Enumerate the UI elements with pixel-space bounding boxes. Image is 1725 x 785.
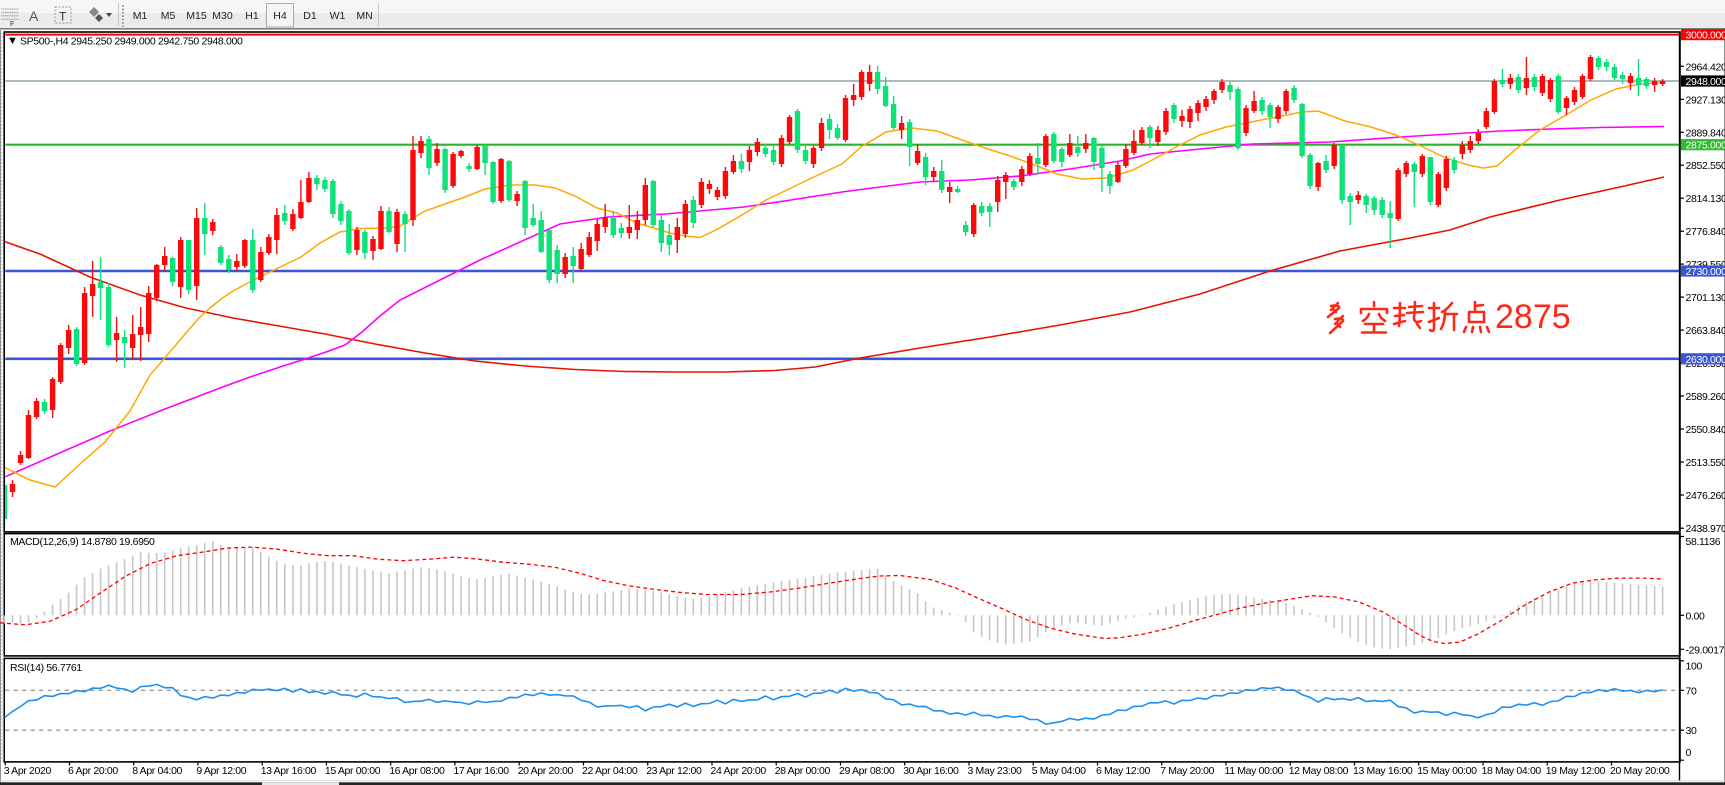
svg-text:3 May 23:00: 3 May 23:00 xyxy=(968,765,1022,777)
svg-text:3000.000: 3000.000 xyxy=(1686,30,1725,42)
svg-text:6 May 12:00: 6 May 12:00 xyxy=(1096,765,1150,777)
svg-text:2889.840: 2889.840 xyxy=(1686,127,1725,139)
svg-text:58.1136: 58.1136 xyxy=(1686,536,1721,548)
svg-text:100: 100 xyxy=(1686,661,1703,673)
svg-text:D1: D1 xyxy=(303,10,317,22)
svg-text:-29.0017: -29.0017 xyxy=(1686,644,1725,656)
svg-text:24 Apr 20:00: 24 Apr 20:00 xyxy=(711,765,767,777)
svg-text:2875: 2875 xyxy=(1495,298,1571,336)
svg-text:MACD(12,26,9) 14.8780 19.6950: MACD(12,26,9) 14.8780 19.6950 xyxy=(10,536,155,548)
svg-text:RSI(14) 56.7761: RSI(14) 56.7761 xyxy=(10,662,82,674)
svg-text:5 May 04:00: 5 May 04:00 xyxy=(1032,765,1086,777)
svg-text:8 Apr 04:00: 8 Apr 04:00 xyxy=(132,765,182,777)
svg-text:22 Apr 04:00: 22 Apr 04:00 xyxy=(582,765,638,777)
svg-text:A: A xyxy=(29,8,39,24)
svg-text:F: F xyxy=(10,21,14,28)
svg-text:M1: M1 xyxy=(133,10,148,22)
svg-text:2630.000: 2630.000 xyxy=(1686,354,1725,366)
svg-text:7 May 20:00: 7 May 20:00 xyxy=(1160,765,1214,777)
svg-text:2814.130: 2814.130 xyxy=(1686,193,1725,205)
svg-text:2875.000: 2875.000 xyxy=(1686,140,1725,152)
svg-text:28 Apr 00:00: 28 Apr 00:00 xyxy=(775,765,831,777)
svg-text:T: T xyxy=(59,10,67,24)
svg-text:H1: H1 xyxy=(245,10,259,22)
svg-text:30 Apr 16:00: 30 Apr 16:00 xyxy=(903,765,959,777)
svg-text:2663.840: 2663.840 xyxy=(1686,325,1725,337)
svg-text:2852.550: 2852.550 xyxy=(1686,160,1725,172)
svg-text:16 Apr 08:00: 16 Apr 08:00 xyxy=(389,765,445,777)
svg-text:20 May 20:00: 20 May 20:00 xyxy=(1610,765,1670,777)
svg-text:2589.260: 2589.260 xyxy=(1686,391,1725,403)
svg-text:2927.130: 2927.130 xyxy=(1686,94,1725,106)
svg-text:15 Apr 00:00: 15 Apr 00:00 xyxy=(325,765,381,777)
svg-text:2776.840: 2776.840 xyxy=(1686,226,1725,238)
svg-text:15 May 00:00: 15 May 00:00 xyxy=(1417,765,1477,777)
svg-text:▼: ▼ xyxy=(7,35,18,47)
svg-text:6 Apr 20:00: 6 Apr 20:00 xyxy=(68,765,118,777)
svg-text:2438.970: 2438.970 xyxy=(1686,523,1725,535)
svg-text:19 May 12:00: 19 May 12:00 xyxy=(1546,765,1606,777)
svg-text:2948.000: 2948.000 xyxy=(1686,76,1725,88)
svg-text:70: 70 xyxy=(1686,685,1697,697)
svg-text:M30: M30 xyxy=(212,10,233,22)
svg-text:13 Apr 16:00: 13 Apr 16:00 xyxy=(261,765,317,777)
svg-text:23 Apr 12:00: 23 Apr 12:00 xyxy=(646,765,702,777)
svg-text:20 Apr 20:00: 20 Apr 20:00 xyxy=(518,765,574,777)
svg-text:2476.260: 2476.260 xyxy=(1686,490,1725,502)
svg-text:H4: H4 xyxy=(273,10,287,22)
svg-text:17 Apr 16:00: 17 Apr 16:00 xyxy=(453,765,509,777)
svg-text:2964.420: 2964.420 xyxy=(1686,61,1725,73)
svg-text:9 Apr 12:00: 9 Apr 12:00 xyxy=(196,765,246,777)
svg-text:W1: W1 xyxy=(330,10,346,22)
svg-text:29 Apr 08:00: 29 Apr 08:00 xyxy=(839,765,895,777)
svg-text:18 May 04:00: 18 May 04:00 xyxy=(1482,765,1542,777)
svg-text:M15: M15 xyxy=(186,10,207,22)
svg-text:30: 30 xyxy=(1686,725,1697,737)
svg-text:M5: M5 xyxy=(161,10,176,22)
svg-text:2550.840: 2550.840 xyxy=(1686,424,1725,436)
svg-text:13 May 16:00: 13 May 16:00 xyxy=(1353,765,1413,777)
svg-text:SP500-,H4 2945.250 2949.000 2: SP500-,H4 2945.250 2949.000 2942.750 294… xyxy=(20,36,243,48)
svg-text:2701.130: 2701.130 xyxy=(1686,292,1725,304)
svg-text:12 May 08:00: 12 May 08:00 xyxy=(1289,765,1349,777)
svg-text:0.00: 0.00 xyxy=(1686,610,1706,622)
svg-text:2513.550: 2513.550 xyxy=(1686,457,1725,469)
svg-text:3 Apr 2020: 3 Apr 2020 xyxy=(4,765,52,777)
svg-text:0: 0 xyxy=(1686,747,1692,759)
svg-text:2730.000: 2730.000 xyxy=(1686,266,1725,278)
svg-text:MN: MN xyxy=(356,10,372,22)
svg-text:11 May 00:00: 11 May 00:00 xyxy=(1225,765,1284,777)
